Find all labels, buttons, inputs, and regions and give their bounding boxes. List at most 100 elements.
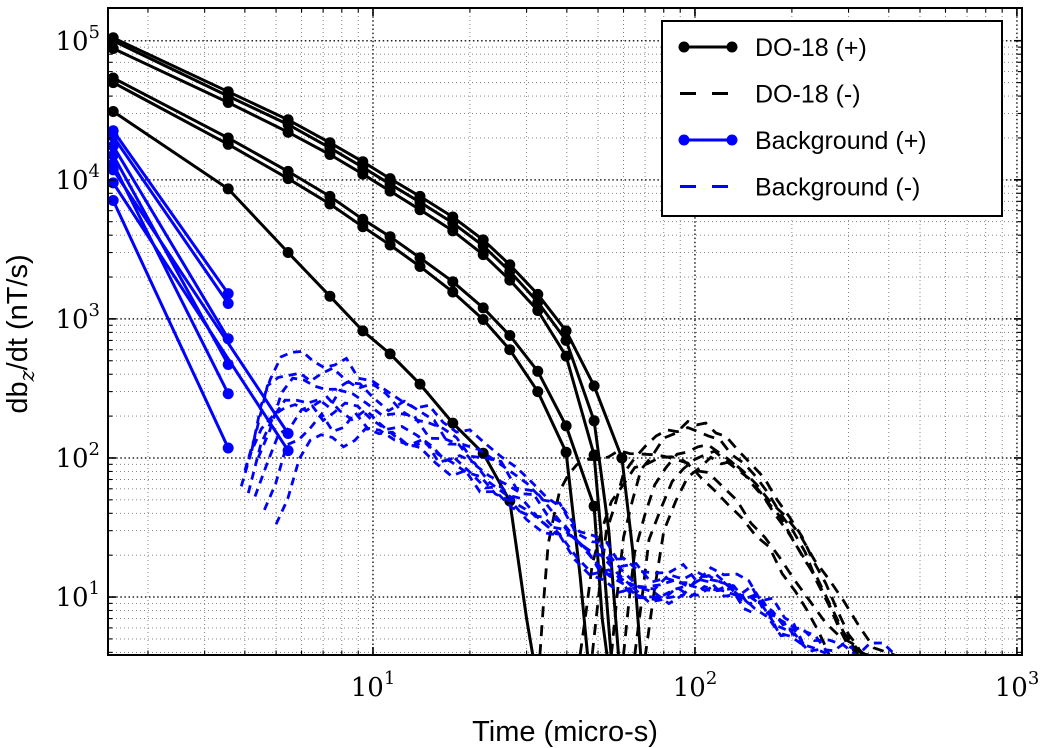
curve-3-7 (239, 395, 757, 616)
y-tick-labels: 105 104 103 102 101 (55, 22, 100, 613)
series-group-1 (538, 419, 898, 655)
marker-0-5 (324, 290, 336, 302)
marker-0-3 (532, 365, 544, 377)
marker-0-4 (222, 138, 234, 150)
marker-0-3 (477, 302, 489, 314)
legend-label-background-pos: Background (+) (755, 127, 927, 155)
curve-0-4 (112, 81, 590, 655)
marker-2-4 (222, 388, 234, 400)
x-axis-label: Time (micro-s) (472, 716, 658, 748)
curve-1-5 (578, 455, 875, 655)
curve-2-4 (111, 163, 230, 395)
marker-0-3 (588, 500, 600, 512)
marker-0-5 (414, 378, 426, 390)
marker-0-4 (384, 239, 396, 251)
marker-2-2 (108, 140, 119, 152)
marker-0-2 (384, 185, 396, 197)
marker-0-5 (357, 325, 369, 337)
curve-1-4 (633, 449, 863, 655)
marker-0-0 (616, 452, 628, 464)
curve-0-5 (112, 110, 535, 655)
legend-sample-marker-do18-pos-left (678, 41, 690, 53)
marker-0-1 (504, 265, 516, 277)
legend-entry-do18-neg: DO-18 (-) (680, 81, 861, 109)
marker-2-6 (108, 164, 119, 176)
curve-3-4 (253, 401, 854, 653)
marker-0-2 (282, 126, 294, 138)
marker-0-4 (504, 344, 516, 356)
curve-3-6 (274, 426, 830, 655)
marker-0-5 (222, 183, 234, 195)
marker-0-4 (477, 314, 489, 325)
marker-0-3 (414, 252, 426, 264)
marker-0-1 (447, 217, 459, 229)
y-tick-label-1e4: 104 (55, 161, 100, 196)
x-tick-label-1e3: 103 (995, 668, 1040, 703)
series-group-3 (239, 349, 897, 655)
legend-entry-background-neg: Background (-) (680, 174, 920, 202)
marker-0-5 (384, 348, 396, 360)
curve-2-5 (111, 199, 230, 449)
marker-0-1 (532, 296, 544, 308)
marker-0-0 (560, 325, 572, 337)
marker-0-2 (222, 97, 234, 108)
marker-2-5 (222, 442, 234, 454)
curve-3-3 (246, 388, 827, 655)
curve-1-2 (610, 419, 864, 655)
marker-0-2 (504, 274, 516, 286)
curve-2-6 (111, 168, 290, 435)
marker-0-5 (447, 417, 459, 429)
series-group-0 (108, 32, 643, 655)
marker-0-4 (324, 198, 336, 210)
legend-sample-marker-background-pos-right (726, 134, 738, 146)
curve-0-2 (112, 47, 613, 655)
marker-0-1 (477, 240, 489, 252)
x-tick-label-1e2: 102 (673, 668, 718, 703)
marker-2-0 (222, 288, 234, 300)
x-tick-labels: 101 102 103 (351, 668, 1040, 703)
marker-0-3 (560, 420, 572, 432)
marker-0-3 (504, 330, 516, 341)
marker-0-2 (477, 249, 489, 261)
marker-2-1 (222, 298, 234, 309)
marker-0-4 (560, 446, 572, 458)
marker-0-3 (447, 276, 459, 288)
marker-0-1 (588, 415, 600, 427)
curve-2-2 (111, 145, 230, 340)
legend-label-do18-pos: DO-18 (+) (755, 34, 867, 62)
marker-0-2 (560, 350, 572, 362)
marker-0-1 (560, 334, 572, 346)
marker-0-2 (324, 149, 336, 160)
marker-0-4 (357, 221, 369, 233)
legend-entry-do18-pos: DO-18 (+) (678, 34, 867, 62)
marker-0-2 (414, 204, 426, 216)
y-tick-label-1e1: 101 (55, 578, 100, 613)
legend-label-background-neg: Background (-) (755, 174, 920, 202)
marker-0-2 (357, 168, 369, 180)
curve-2-7 (111, 182, 290, 452)
x-tick-label-1e1: 101 (351, 668, 396, 703)
marker-0-4 (108, 77, 119, 89)
legend-sample-marker-background-pos-left (678, 134, 690, 146)
marker-0-3 (384, 231, 396, 243)
curve-1-3 (622, 443, 860, 655)
marker-0-1 (282, 119, 294, 130)
plot-area (107, 7, 1023, 656)
curve-3-0 (250, 349, 804, 642)
marker-0-3 (324, 190, 336, 202)
marker-0-4 (414, 261, 426, 272)
curve-2-1 (111, 135, 230, 305)
legend: DO-18 (+) DO-18 (-) Background (+) Backg… (661, 20, 1003, 217)
marker-0-2 (588, 449, 600, 461)
legend-box (661, 20, 1003, 217)
marker-0-5 (108, 106, 119, 117)
marker-2-5 (108, 195, 119, 206)
y-axis-label: dbz/dt (nT/s) (2, 254, 39, 413)
axis-ticks (108, 8, 1022, 655)
y-tick-label-1e5: 105 (55, 22, 100, 57)
legend-sample-marker-do18-pos-right (726, 41, 738, 53)
marker-0-5 (282, 247, 294, 258)
legend-label-do18-neg: DO-18 (-) (755, 81, 861, 109)
